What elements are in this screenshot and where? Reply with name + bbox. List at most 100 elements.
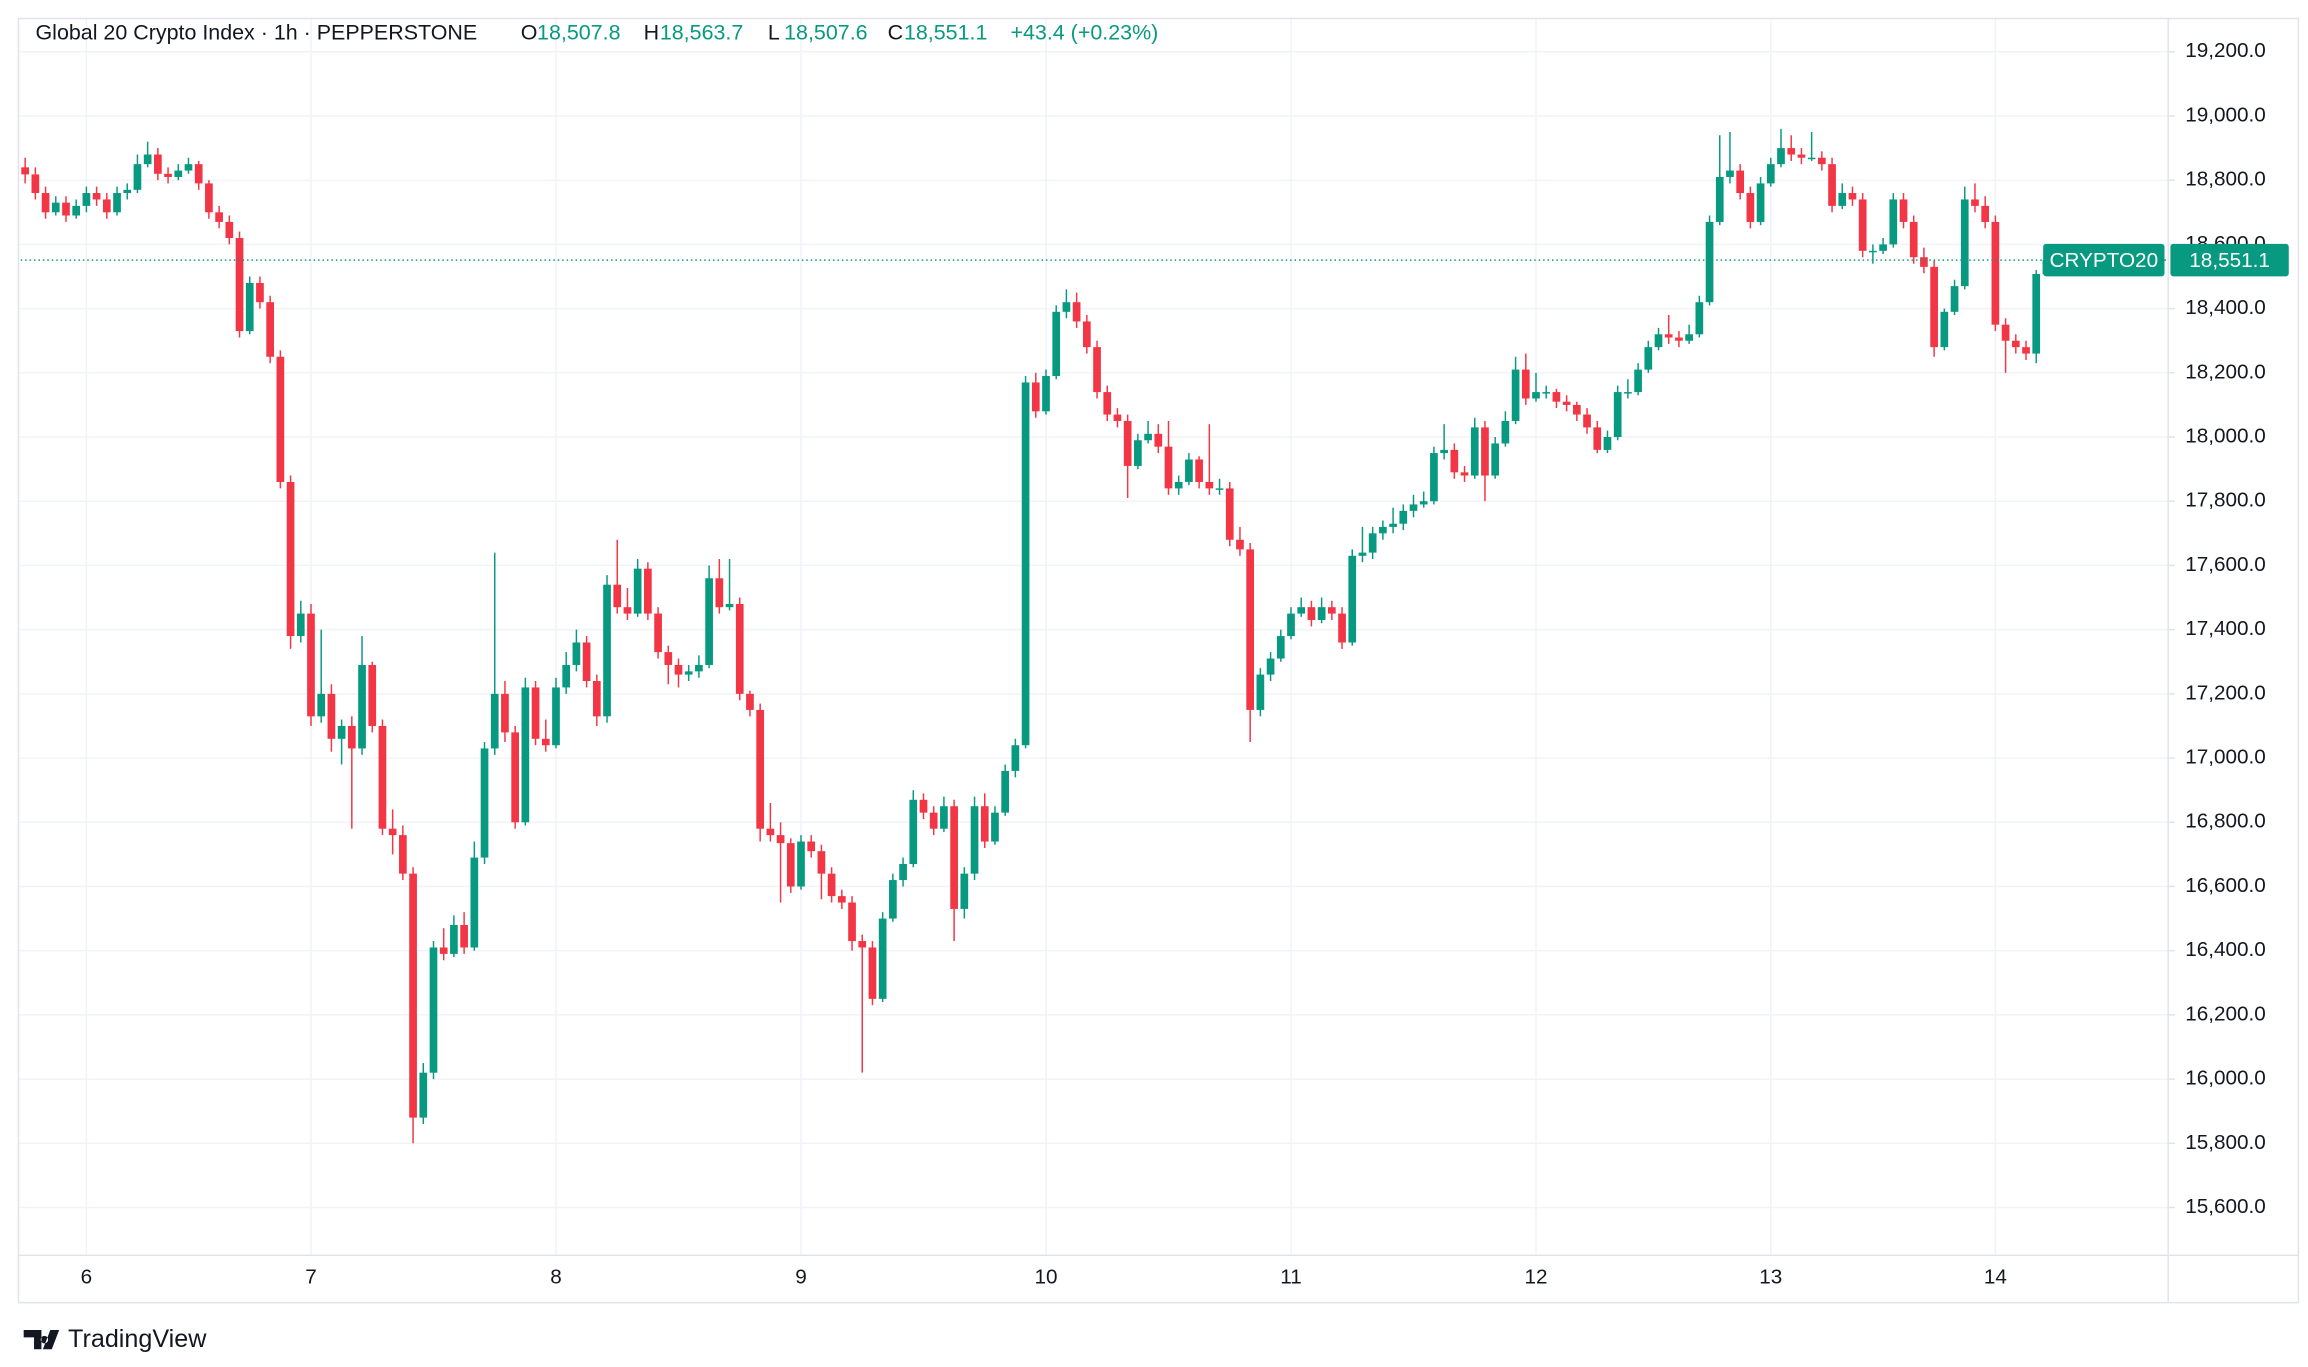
candle-body xyxy=(113,193,121,213)
candle-body xyxy=(154,154,162,174)
candle-body xyxy=(337,725,346,739)
candle-body xyxy=(1654,334,1663,348)
candle-body xyxy=(511,732,520,823)
candle-body xyxy=(266,302,275,357)
candle-body xyxy=(102,199,111,213)
candle-body xyxy=(1419,501,1428,505)
candle-body xyxy=(1491,443,1500,476)
candle-body xyxy=(1909,221,1918,258)
candle-body xyxy=(521,687,530,823)
candle-body xyxy=(1164,446,1173,489)
candle-body xyxy=(1297,607,1306,614)
info-label: H xyxy=(644,21,659,45)
candle-body xyxy=(950,806,958,909)
candle-body xyxy=(1236,539,1244,550)
candle-body xyxy=(245,282,254,332)
info-value: 18,563.7 xyxy=(660,21,743,45)
candle-body xyxy=(746,693,754,710)
candle-body xyxy=(868,947,877,999)
price-label: 18,551.1 xyxy=(2189,249,2270,272)
candle-body xyxy=(797,841,805,887)
candle-body xyxy=(1460,472,1469,476)
candle-body xyxy=(1327,607,1336,614)
candle-body xyxy=(1154,433,1163,447)
candle-body xyxy=(2022,347,2030,354)
candle-body xyxy=(1777,148,1785,165)
candle-body xyxy=(1113,414,1122,421)
candle-body xyxy=(1787,148,1796,155)
info-value: 18,551.1 xyxy=(904,21,987,45)
candle-body xyxy=(51,202,60,213)
candle-body xyxy=(1838,193,1847,206)
candle-body xyxy=(1542,392,1551,394)
candle-body xyxy=(776,835,785,844)
symbol-tag xyxy=(2043,243,2165,277)
candle-body xyxy=(1103,392,1112,415)
candle-body xyxy=(1266,658,1275,675)
candle-body xyxy=(1246,549,1255,710)
candle-body xyxy=(980,806,989,842)
x-tick-label: 9 xyxy=(795,1266,807,1289)
candle-body xyxy=(225,221,234,238)
candle-body xyxy=(123,189,132,194)
candle-body xyxy=(1869,250,1877,253)
y-tick-label: 19,200.0 xyxy=(2185,39,2266,62)
y-tick-label: 16,200.0 xyxy=(2185,1002,2266,1025)
candle-body xyxy=(848,902,856,942)
candle-body xyxy=(1389,523,1397,527)
candle-body xyxy=(1021,382,1030,746)
candle-body xyxy=(82,193,91,206)
x-tick-label: 6 xyxy=(81,1266,93,1289)
x-tick-label: 7 xyxy=(305,1266,317,1289)
candle-body xyxy=(766,828,775,836)
candle-body xyxy=(644,568,652,614)
candle-body xyxy=(1562,401,1571,405)
chart-title: Global 20 Crypto Index · 1h · PEPPERSTON… xyxy=(36,21,478,45)
y-tick-label: 16,000.0 xyxy=(2185,1067,2266,1090)
candle-body xyxy=(368,664,377,726)
candle-body xyxy=(1899,199,1908,222)
candle-body xyxy=(1134,440,1142,466)
candle-body xyxy=(991,812,999,842)
x-tick-label: 11 xyxy=(1280,1266,1302,1289)
y-tick-label: 17,200.0 xyxy=(2185,681,2266,704)
candle-body xyxy=(960,873,969,909)
candle-body xyxy=(1572,404,1581,415)
candle-body xyxy=(613,584,622,608)
candle-body xyxy=(317,693,326,717)
candle-body xyxy=(1368,533,1377,553)
candle-body xyxy=(1225,488,1234,540)
info-label: L xyxy=(768,21,780,45)
candle-body xyxy=(174,170,183,177)
x-tick-label: 14 xyxy=(1984,1266,2007,1289)
candle-body xyxy=(878,918,887,999)
candle-body xyxy=(1532,392,1540,399)
candle-body xyxy=(31,174,40,194)
candle-body xyxy=(1756,183,1765,222)
candle-body xyxy=(399,835,407,874)
candle-body xyxy=(684,671,693,675)
candle-body xyxy=(490,693,499,749)
candles xyxy=(21,128,2051,1144)
candle-body xyxy=(1746,193,1755,222)
y-tick-label: 17,800.0 xyxy=(2185,489,2266,512)
candle-body xyxy=(1317,607,1326,621)
candle-body xyxy=(72,205,81,216)
candle-body xyxy=(286,481,295,637)
candle-body xyxy=(358,664,366,749)
x-tick-label: 8 xyxy=(550,1266,562,1289)
info-value: 18,507.8 xyxy=(537,21,620,45)
change: +43.4 (+0.23%) xyxy=(1010,21,1158,45)
candle-body xyxy=(715,578,724,608)
y-tick-label: 16,600.0 xyxy=(2185,874,2266,897)
candle-body xyxy=(1409,504,1418,511)
candle-body xyxy=(858,941,867,948)
candle-body xyxy=(21,167,29,175)
candle-body xyxy=(735,603,744,694)
candle-body xyxy=(929,812,938,829)
candle-body xyxy=(1797,154,1806,158)
info-label: C xyxy=(888,21,903,45)
candle-body xyxy=(940,806,948,829)
candle-body xyxy=(572,642,581,665)
